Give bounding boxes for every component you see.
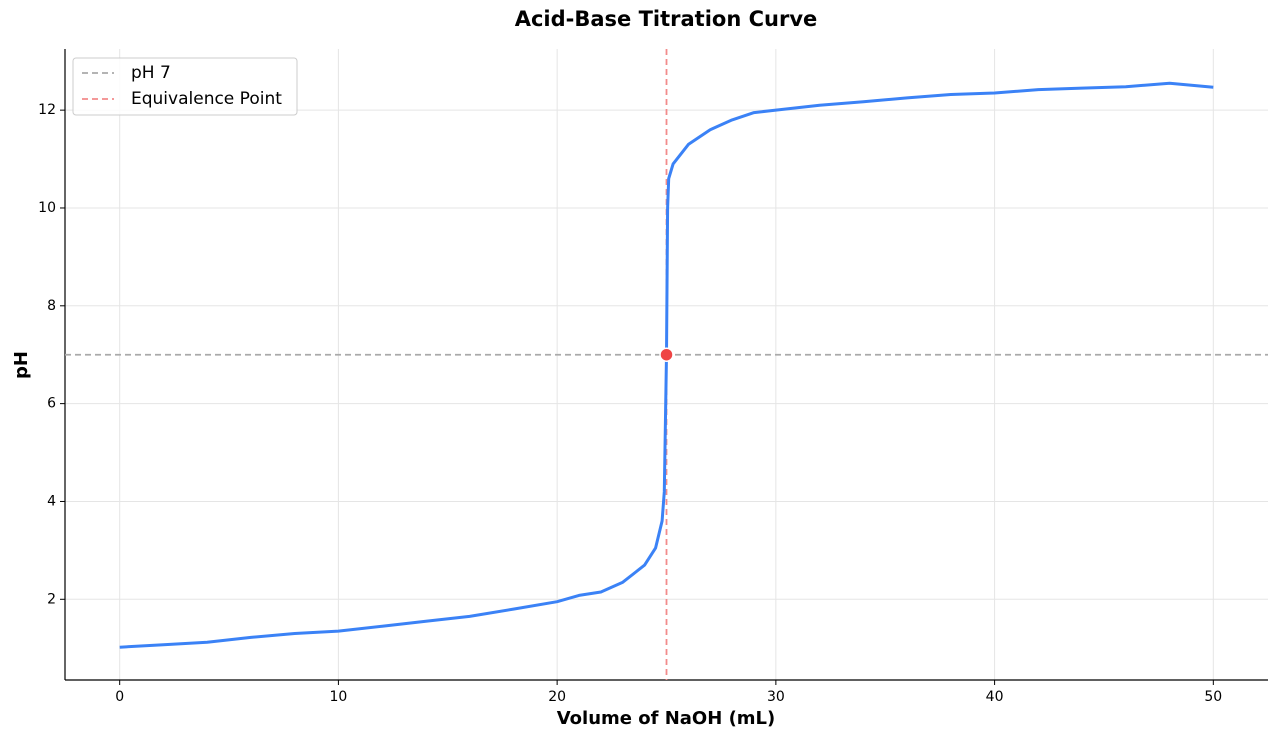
x-tick-label: 0 bbox=[115, 689, 124, 705]
legend-label: Equivalence Point bbox=[131, 89, 282, 109]
y-tick-label: 8 bbox=[47, 298, 56, 314]
x-tick-label: 40 bbox=[986, 689, 1004, 705]
y-axis-label: pH bbox=[11, 351, 32, 379]
legend-label: pH 7 bbox=[131, 63, 171, 83]
x-tick-label: 50 bbox=[1204, 689, 1222, 705]
y-tick-label: 12 bbox=[38, 102, 56, 118]
x-tick-label: 30 bbox=[767, 689, 785, 705]
y-tick-label: 4 bbox=[47, 493, 56, 509]
equivalence-marker bbox=[659, 347, 674, 362]
y-tick-label: 6 bbox=[47, 396, 56, 412]
x-tick-label: 10 bbox=[329, 689, 347, 705]
legend: pH 7 Equivalence Point bbox=[72, 57, 298, 116]
legend-box bbox=[72, 57, 298, 116]
chart-title: Acid-Base Titration Curve bbox=[515, 7, 818, 31]
y-tick-label: 2 bbox=[47, 591, 56, 607]
x-tick-label: 20 bbox=[548, 689, 566, 705]
x-axis-label: Volume of NaOH (mL) bbox=[557, 708, 776, 729]
y-tick-label: 10 bbox=[38, 200, 56, 216]
